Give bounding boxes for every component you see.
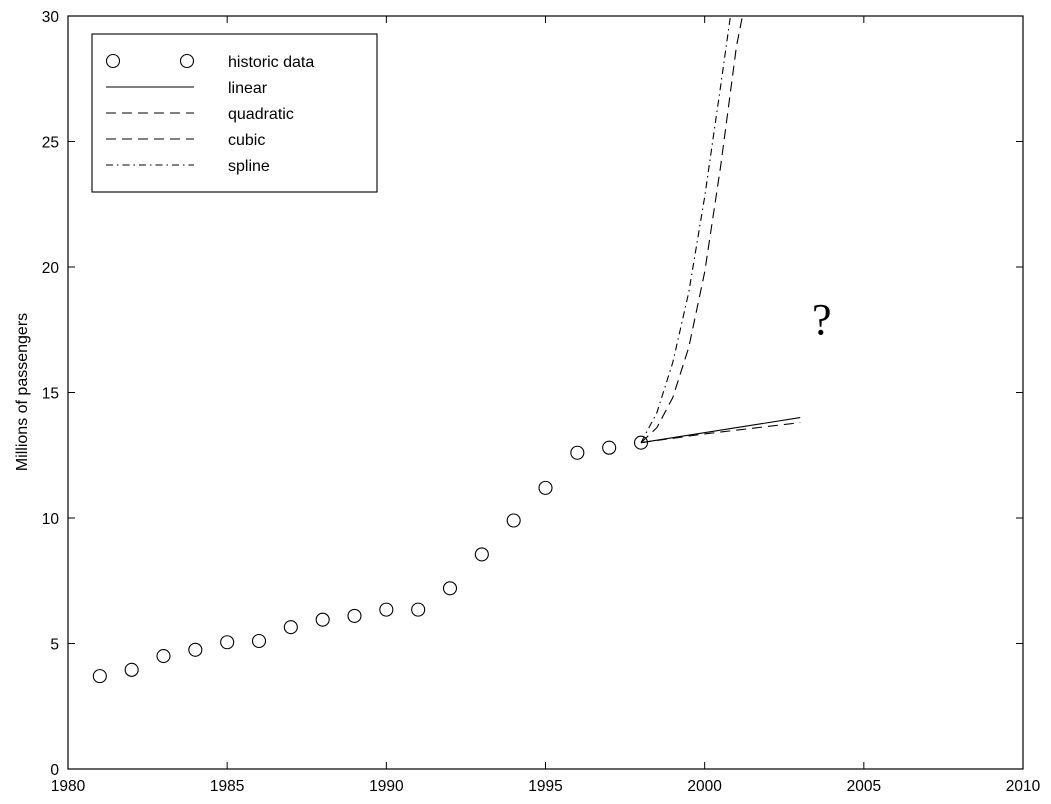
linear-series-line (640, 417, 801, 444)
historic-data-point (506, 513, 521, 528)
legend-marker (105, 53, 121, 69)
historic-data-point (92, 669, 107, 684)
x-tick-label: 1980 (51, 778, 86, 795)
y-axis-label: Millions of passengers (14, 313, 31, 471)
historic-data-point (602, 440, 617, 455)
historic-data-point (442, 581, 458, 596)
historic-data-point (188, 642, 203, 657)
y-tick-label: 5 (50, 637, 59, 654)
historic-data-point (379, 602, 394, 617)
y-tick-label: 10 (42, 511, 60, 528)
series-layer (92, 16, 801, 684)
x-tick-label: 2000 (687, 778, 722, 795)
historic-data-point (538, 480, 553, 495)
x-tick-label: 1985 (210, 778, 244, 795)
historic-data-point (347, 608, 362, 623)
historic-data-point (633, 435, 649, 450)
x-tick-label: 2010 (1006, 778, 1041, 795)
historic-data-point (315, 612, 330, 627)
x-tick-label: 1990 (369, 778, 404, 795)
quadratic-series-line (640, 422, 801, 444)
y-tick-label: 0 (50, 762, 59, 779)
historic-data-point (124, 662, 139, 677)
tick-labels: 1980 1985 1990 1995 2000 2005 2010 0 5 10 15 20 25 30 (42, 9, 1041, 795)
spline-series-line (640, 16, 732, 443)
x-tick-label: 1995 (528, 778, 562, 795)
y-tick-label: 30 (42, 9, 60, 26)
historic-data-point (570, 445, 585, 460)
historic-data-point (156, 648, 171, 664)
legend-label: spline (228, 158, 270, 175)
x-tick-label: 2005 (847, 778, 881, 795)
historic-data-point (251, 633, 267, 649)
legend-label: cubic (228, 132, 265, 149)
y-tick-label: 15 (42, 386, 59, 403)
legend: historic data linear quadratic cubic spline (91, 33, 378, 193)
historic-data-point (474, 547, 489, 562)
y-tick-label: 20 (42, 260, 60, 277)
historic-data-point (283, 620, 298, 635)
plot-frame (67, 15, 1024, 770)
historic-data-point (411, 602, 426, 617)
question-mark-annotation: ? (812, 295, 832, 344)
legend-label: quadratic (228, 106, 294, 123)
legend-label: historic data (228, 54, 314, 71)
historic-data-point (220, 635, 235, 650)
legend-label: linear (228, 80, 268, 97)
legend-marker (179, 53, 195, 69)
y-tick-label: 25 (42, 135, 59, 152)
cubic-series-line (640, 16, 744, 444)
